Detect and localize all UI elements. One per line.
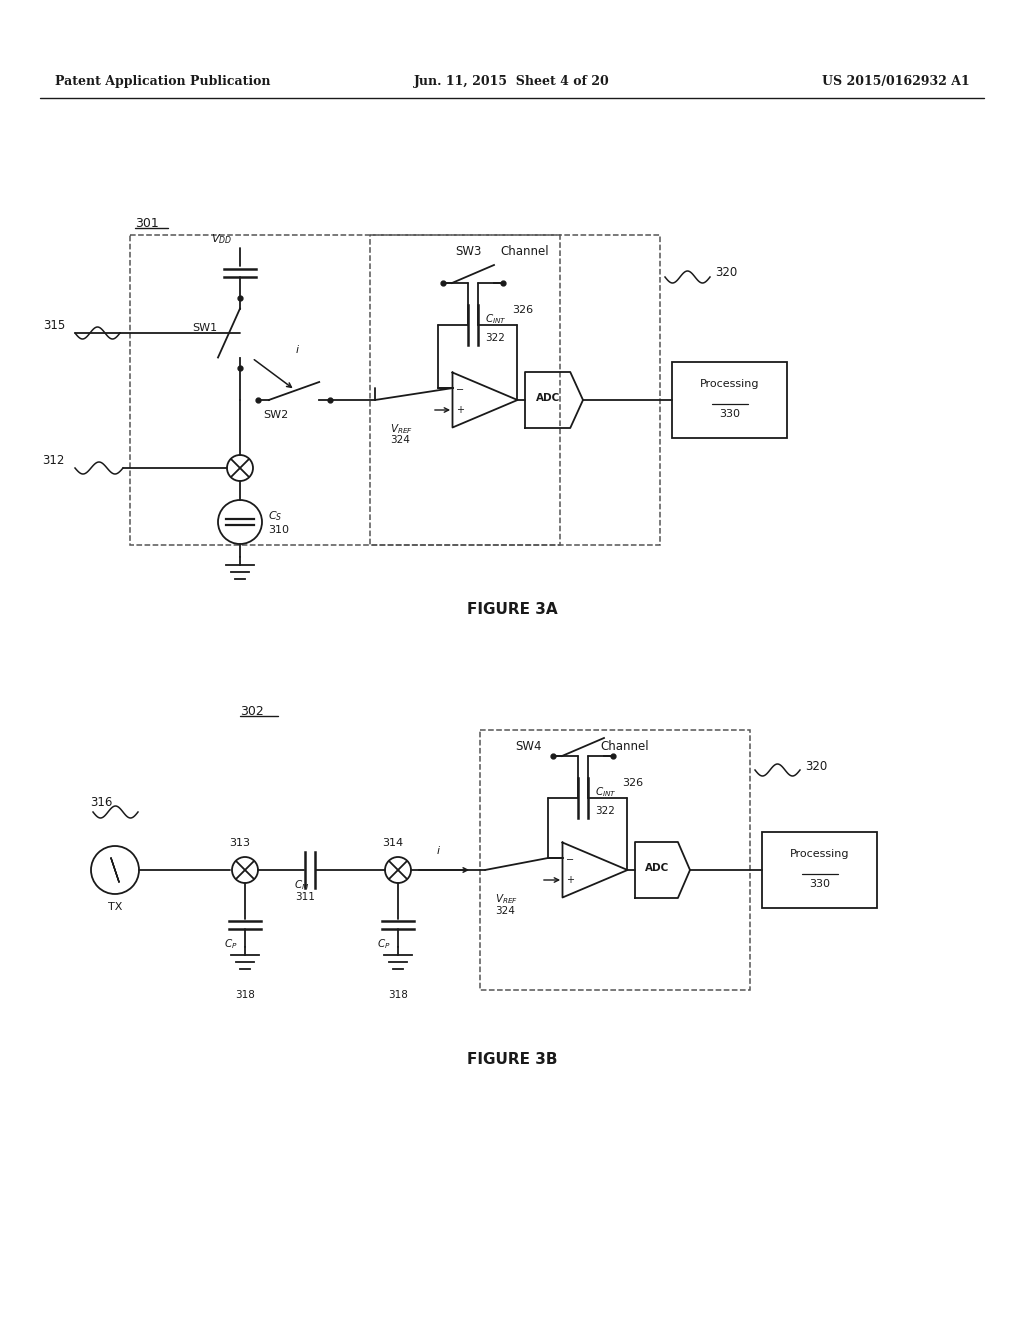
Text: 326: 326 — [622, 777, 643, 788]
Text: 301: 301 — [135, 216, 159, 230]
Text: Channel: Channel — [600, 741, 648, 752]
Text: 330: 330 — [809, 879, 830, 888]
Text: $C_P$: $C_P$ — [224, 937, 238, 950]
Text: −: − — [566, 855, 574, 865]
Text: ADC: ADC — [537, 393, 560, 403]
Text: $i$: $i$ — [436, 843, 441, 855]
Text: SW1: SW1 — [193, 323, 217, 333]
Text: 318: 318 — [236, 990, 255, 1001]
Bar — [130, 235, 560, 545]
Text: Jun. 11, 2015  Sheet 4 of 20: Jun. 11, 2015 Sheet 4 of 20 — [414, 75, 610, 88]
Text: Processing: Processing — [790, 849, 849, 859]
Text: Patent Application Publication: Patent Application Publication — [55, 75, 270, 88]
Text: 316: 316 — [90, 796, 113, 809]
Text: 330: 330 — [719, 409, 740, 418]
Text: FIGURE 3A: FIGURE 3A — [467, 602, 557, 618]
Text: $C_M$: $C_M$ — [294, 878, 309, 892]
Text: $C_{INT}$: $C_{INT}$ — [485, 312, 507, 326]
Text: 320: 320 — [805, 759, 827, 772]
Text: Channel: Channel — [500, 246, 549, 257]
Text: $V_{DD}$: $V_{DD}$ — [211, 232, 232, 246]
Text: 302: 302 — [240, 705, 264, 718]
Text: $V_{REF}$: $V_{REF}$ — [390, 422, 413, 436]
Text: +: + — [566, 875, 574, 884]
Text: −: − — [457, 385, 465, 395]
Text: 315: 315 — [43, 319, 65, 333]
Text: $V_{REF}$: $V_{REF}$ — [495, 892, 518, 906]
Text: 311: 311 — [295, 892, 315, 902]
Text: 324: 324 — [390, 436, 410, 445]
Text: FIGURE 3B: FIGURE 3B — [467, 1052, 557, 1068]
Bar — [762, 832, 877, 908]
Text: 314: 314 — [382, 838, 403, 847]
Bar — [672, 362, 787, 438]
Text: $C_{INT}$: $C_{INT}$ — [595, 785, 616, 799]
Text: 322: 322 — [595, 807, 614, 816]
Text: $i$: $i$ — [295, 343, 300, 355]
Text: 318: 318 — [388, 990, 408, 1001]
Text: 322: 322 — [485, 333, 505, 343]
Text: 326: 326 — [512, 305, 534, 315]
Text: +: + — [457, 405, 465, 414]
Text: $C_S$: $C_S$ — [268, 510, 283, 523]
Text: SW3: SW3 — [455, 246, 481, 257]
Text: US 2015/0162932 A1: US 2015/0162932 A1 — [822, 75, 970, 88]
Text: TX: TX — [108, 902, 122, 912]
Text: 312: 312 — [43, 454, 65, 467]
Text: SW4: SW4 — [515, 741, 542, 752]
Text: Processing: Processing — [699, 379, 759, 389]
Text: 320: 320 — [715, 267, 737, 280]
Bar — [370, 235, 660, 545]
Text: $C_P$: $C_P$ — [377, 937, 391, 950]
Text: 324: 324 — [495, 906, 515, 916]
Text: ADC: ADC — [645, 863, 669, 873]
Text: 310: 310 — [268, 525, 289, 535]
Text: 313: 313 — [229, 838, 251, 847]
Bar — [480, 730, 750, 990]
Text: SW2: SW2 — [263, 411, 288, 420]
